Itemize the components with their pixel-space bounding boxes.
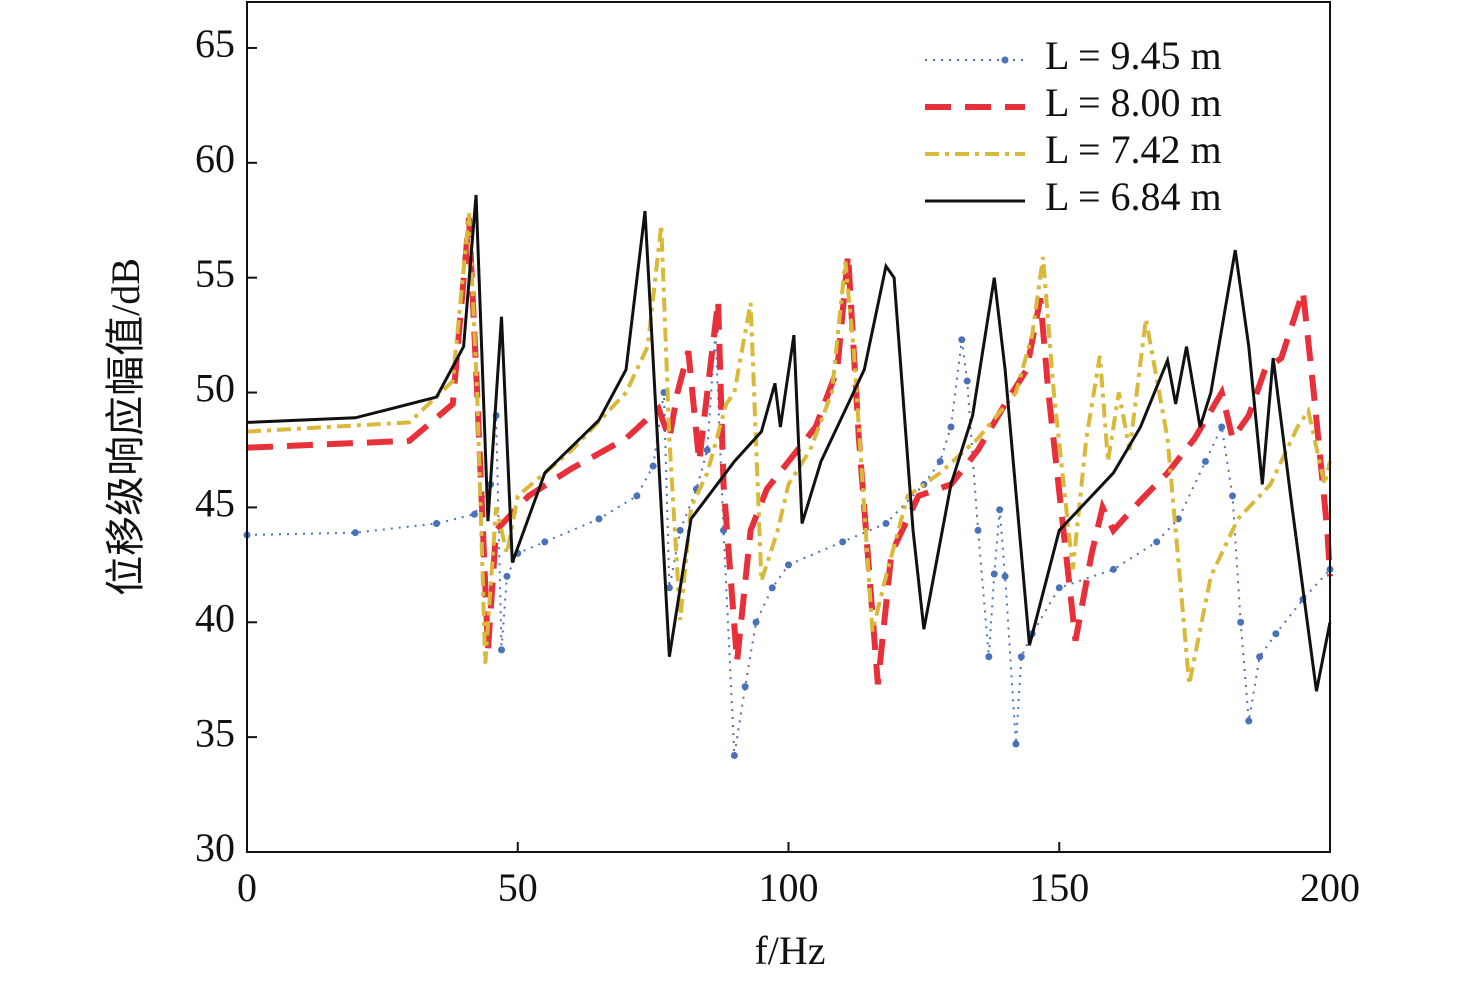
y-tick-label: 35: [195, 710, 235, 755]
series-marker: [676, 526, 684, 534]
series-marker: [741, 683, 749, 691]
series-line: [246, 217, 1333, 685]
series-line: [246, 330, 1331, 756]
series-marker: [990, 570, 998, 578]
series-marker: [1109, 565, 1117, 573]
legend-label: L = 9.45 m: [1045, 33, 1222, 78]
series-marker: [985, 653, 993, 661]
series-marker: [768, 584, 776, 592]
legend-marker: [1001, 56, 1009, 64]
series-marker: [649, 462, 657, 470]
series-marker: [633, 492, 641, 500]
y-tick-label: 65: [195, 21, 235, 66]
legend-label: L = 8.00 m: [1045, 80, 1222, 125]
series-marker: [996, 506, 1004, 514]
y-axis-label: 位移级响应幅值/dB: [103, 258, 148, 596]
series-marker: [1237, 618, 1245, 626]
series-marker: [839, 538, 847, 546]
series-marker: [703, 446, 711, 454]
series-marker: [665, 584, 673, 592]
legend-label: L = 7.42 m: [1045, 127, 1222, 172]
series-marker: [1229, 492, 1237, 500]
y-tick-label: 55: [195, 251, 235, 296]
series-marker: [541, 538, 549, 546]
series-marker: [1017, 653, 1025, 661]
legend-label: L = 6.84 m: [1045, 174, 1222, 219]
y-tick-label: 60: [195, 136, 235, 181]
series-marker: [963, 377, 971, 385]
series-marker: [1256, 653, 1264, 661]
y-tick-label: 30: [195, 825, 235, 870]
series-marker: [936, 457, 944, 465]
y-tick-label: 50: [195, 366, 235, 411]
series-marker: [752, 618, 760, 626]
series-marker: [1218, 423, 1226, 431]
plot-frame: [246, 1, 1331, 853]
y-tick-label: 40: [195, 595, 235, 640]
series-marker: [974, 526, 982, 534]
series-marker: [730, 752, 738, 760]
series-line: [246, 194, 1332, 692]
series-marker: [1012, 740, 1020, 748]
series-marker: [503, 572, 511, 580]
series-marker: [1001, 572, 1009, 580]
series-marker: [351, 529, 359, 537]
series-marker: [1055, 584, 1063, 592]
series-marker: [470, 510, 478, 518]
series-marker: [595, 515, 603, 523]
series-marker: [958, 336, 966, 344]
series-marker: [498, 646, 506, 654]
x-tick-label: 100: [759, 865, 819, 910]
x-tick-label: 0: [237, 865, 257, 910]
series-marker: [882, 519, 890, 527]
series-marker: [785, 561, 792, 569]
x-tick-label: 200: [1300, 865, 1360, 910]
series-marker: [433, 519, 441, 527]
series-marker: [947, 423, 955, 431]
x-tick-label: 50: [498, 865, 538, 910]
series-marker: [1272, 630, 1280, 638]
series-marker: [1153, 538, 1161, 546]
series-marker: [1201, 457, 1209, 465]
x-tick-label: 150: [1029, 865, 1089, 910]
series-marker: [1245, 717, 1253, 725]
y-tick-label: 45: [195, 481, 235, 526]
x-axis-label: f/Hz: [754, 928, 825, 973]
series-line: [246, 213, 1332, 685]
